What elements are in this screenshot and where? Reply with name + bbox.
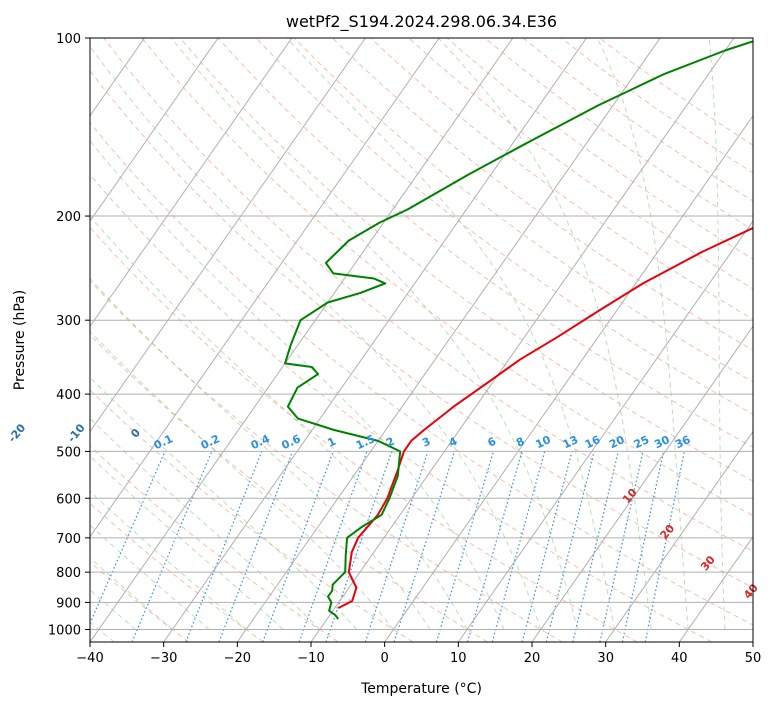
dry-adiabat: [90, 70, 753, 589]
y-tick-label: 400: [56, 388, 81, 403]
moist-adiabat: [90, 490, 247, 630]
mixing-ratio-line: [572, 451, 619, 642]
isotherm-line: [605, 430, 753, 642]
plot-fill: [90, 38, 753, 642]
moist-adiabat: [90, 557, 173, 630]
mixing-ratio-line: [298, 451, 368, 642]
dry-adiabat: [255, 38, 753, 415]
mixing-ratio-line: [131, 451, 213, 642]
y-tick-label: 600: [56, 492, 81, 507]
isotherm-line: [90, 38, 293, 328]
x-tick-label: −10: [297, 651, 324, 666]
x-tick-label: 10: [450, 651, 467, 666]
mixing-ratio-line: [491, 451, 546, 642]
moist-adiabat: [596, 38, 689, 630]
y-axis: 1000 900 800 700 600 500 400 300 200 100: [48, 32, 90, 639]
x-axis-title: Temperature (°C): [360, 681, 482, 697]
isotherm-line: [90, 38, 366, 433]
mixing-ratio-line: [621, 451, 665, 642]
y-tick-label: 800: [56, 566, 81, 581]
x-tick-label: 0: [381, 651, 389, 666]
dewpoint-profile-line: [284, 40, 753, 620]
mixing-ratio-line: [262, 451, 334, 642]
moist-adiabat: [170, 38, 579, 630]
isotherm-line: [236, 38, 661, 642]
moist-adiabat: [90, 376, 357, 630]
y-tick-label: 300: [56, 314, 81, 329]
dry-adiabat: [370, 38, 753, 320]
profile-series: [284, 40, 753, 620]
dry-adiabat: [141, 38, 753, 517]
moist-adiabat: [90, 524, 210, 630]
isotherm-line: [310, 38, 735, 642]
x-tick-label: 50: [745, 651, 762, 666]
isotherm-line: [531, 325, 753, 642]
mixing-ratio-label: 20: [607, 433, 627, 451]
x-tick-label: 40: [671, 651, 688, 666]
temperature-profile-line: [337, 226, 753, 609]
dry-adiabat: [90, 226, 638, 642]
x-tick-label: −20: [224, 651, 251, 666]
moist-adiabat: [286, 38, 615, 630]
dry-adiabat: [90, 279, 563, 642]
moist-adiabat: [708, 38, 726, 630]
mixing-ratio-label: 13: [561, 433, 580, 451]
mixing-ratio-line: [521, 451, 573, 642]
x-axis: −40 −30 −20 −10 0 10 20 30 40 50: [76, 642, 761, 666]
dry-adiabat: [103, 38, 753, 552]
y-tick-label: 200: [56, 210, 81, 225]
moist-adiabat: [90, 417, 321, 630]
mixing-ratio-label: 10: [534, 433, 554, 451]
isotherm-line: [0, 38, 71, 642]
chart-title: wetPf2_S194.2024.298.06.34.E36: [286, 12, 557, 32]
mixing-ratio-lines: [90, 451, 685, 642]
y-tick-label: 700: [56, 532, 81, 547]
x-tick-label: 30: [597, 651, 614, 666]
moist-adiabat: [90, 140, 505, 630]
mixing-ratio-label: 25: [632, 433, 651, 451]
dry-adiabat: [90, 334, 488, 642]
plot-area: [0, 38, 753, 642]
x-tick-label: −40: [76, 651, 103, 666]
isotherm-line: [90, 38, 440, 538]
isotherm-line: [752, 641, 753, 642]
isotherm-line: [384, 114, 753, 642]
moist-adiabat: [90, 330, 394, 630]
mixing-ratio-line: [435, 451, 494, 642]
dry-adiabat: [90, 121, 753, 626]
plot-background: [90, 38, 753, 642]
y-tick-label: 1000: [48, 624, 81, 639]
isotherm-line: [90, 38, 219, 222]
mixing-ratio-label: 16: [583, 433, 603, 451]
x-tick-label: 20: [524, 651, 541, 666]
isobar-grid: [90, 38, 753, 630]
mixing-ratio-line: [90, 451, 166, 625]
mixing-ratio-line: [599, 451, 644, 642]
mixing-ratio-line: [466, 451, 523, 642]
mixing-ratio-label: 36: [673, 433, 693, 451]
dry-adiabat: [294, 38, 753, 383]
y-tick-label: 100: [56, 32, 81, 47]
y-tick-label: 900: [56, 596, 81, 611]
y-tick-label: 500: [56, 445, 81, 460]
moist-adiabat: [438, 38, 652, 630]
y-axis-title: Pressure (hPa): [12, 290, 28, 390]
mixing-ratio-label: 30: [652, 433, 672, 451]
mixing-ratio-line: [644, 451, 685, 642]
mixing-ratio-line: [393, 451, 456, 642]
isotherm-line: [163, 38, 587, 642]
isotherm-line: [90, 38, 514, 642]
dry-adiabat: [179, 38, 753, 482]
plot-frame: [89, 37, 754, 643]
dry-adiabat-label: -10: [65, 421, 88, 445]
mixing-ratio-line: [325, 451, 393, 642]
isotherm-line: [457, 220, 753, 642]
mixing-ratio-line: [364, 451, 429, 642]
x-tick-label: −30: [150, 651, 177, 666]
dry-adiabat-label: -20: [6, 421, 29, 445]
isotherm-line: [678, 535, 753, 642]
isotherm-grid: [0, 38, 753, 642]
